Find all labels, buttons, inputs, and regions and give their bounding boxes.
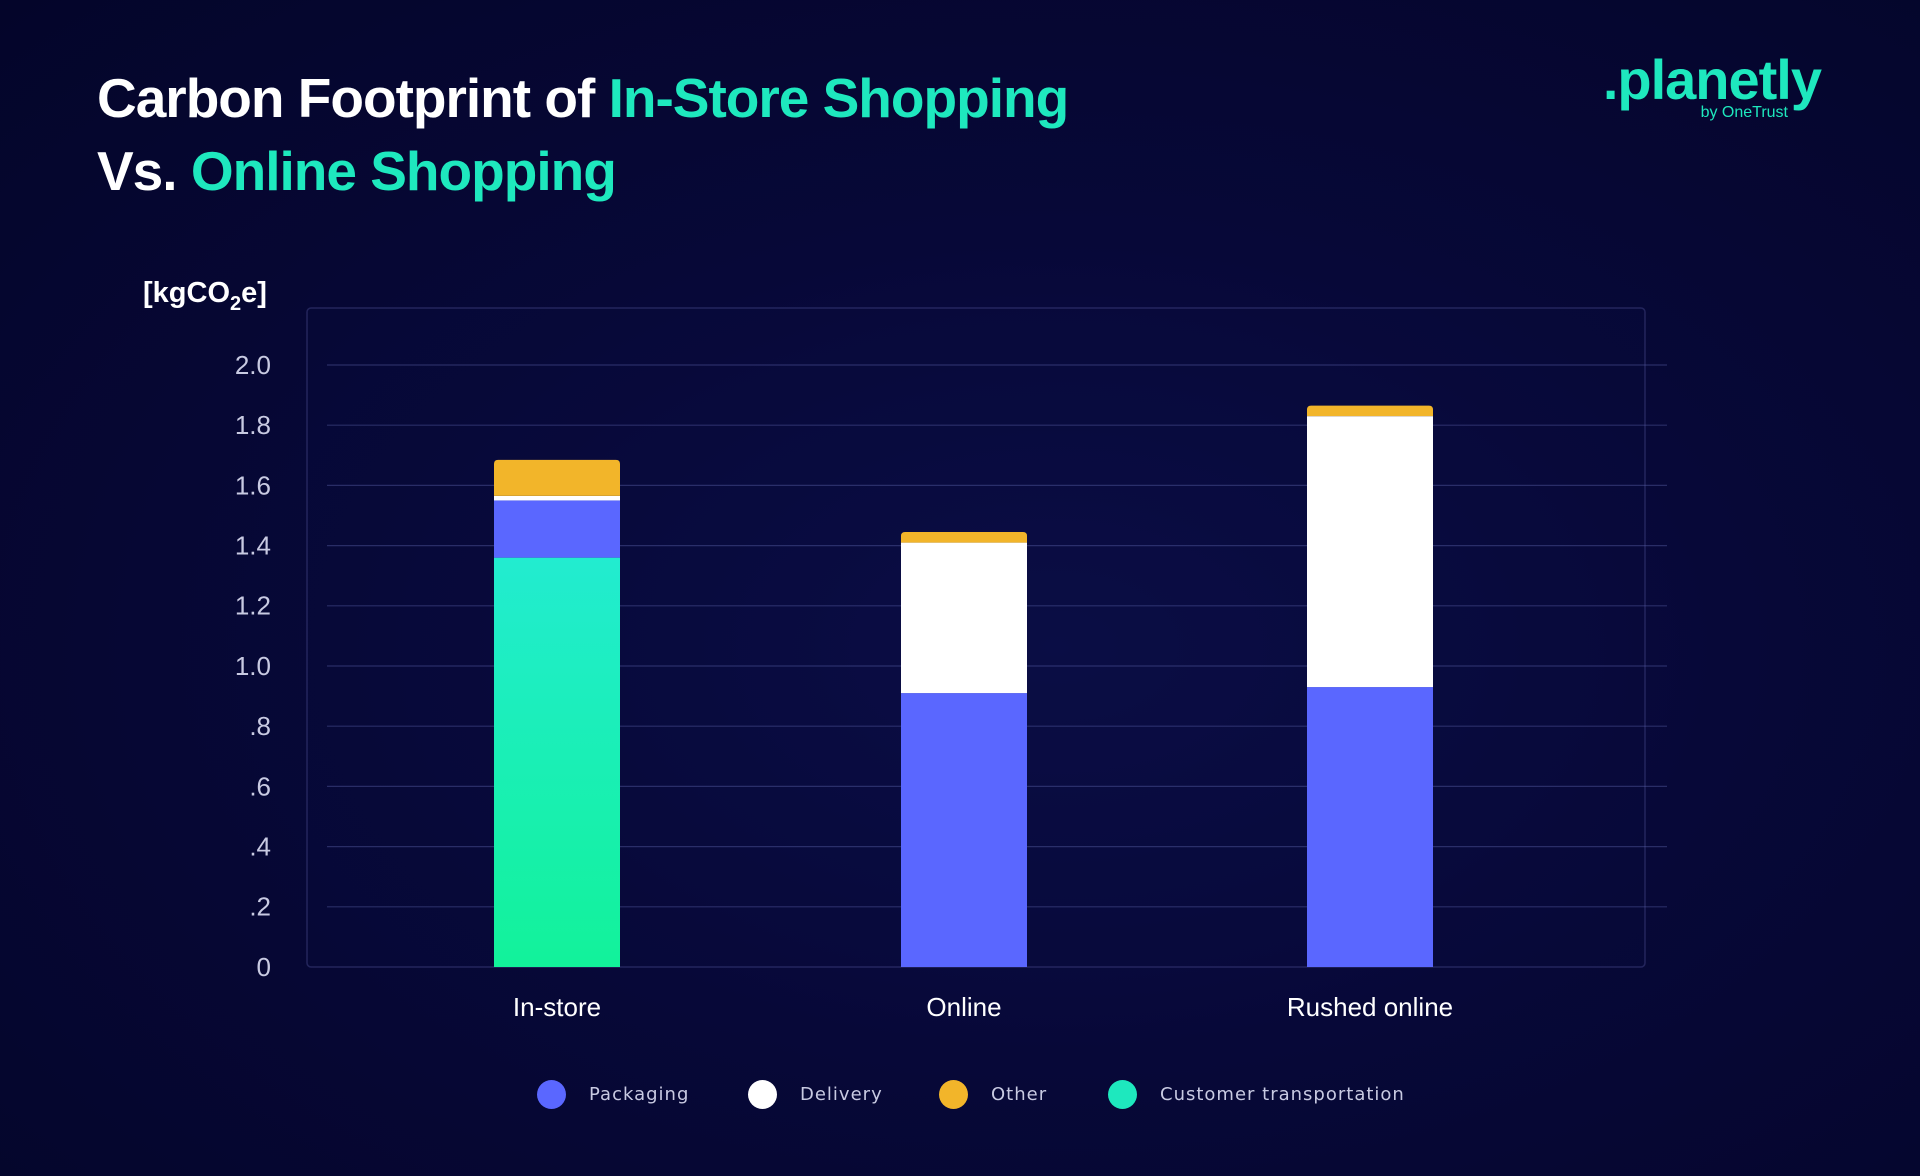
y-axis-label: [kgCO2e]: [143, 277, 267, 315]
title-accent-1: In-Store Shopping: [608, 67, 1070, 129]
legend-item-customer-transportation: Customer transportation: [1108, 1074, 1405, 1114]
bar-in-store-other: [494, 459, 620, 496]
title-text-1: Carbon Footprint of: [97, 67, 609, 129]
y-tick-label: 1.0: [235, 651, 271, 681]
x-tick-label: Rushed online: [1287, 992, 1453, 1022]
y-tick-label: 2.0: [235, 350, 271, 380]
bar-rushed-online-packaging: [1307, 687, 1433, 967]
title-accent-2: Online Shopping: [190, 140, 617, 202]
title-text-2: Vs.: [97, 140, 191, 202]
legend-item-packaging: Packaging: [537, 1074, 689, 1114]
legend-swatch: [939, 1079, 968, 1109]
bar-online-delivery: [901, 542, 1027, 694]
legend-label: Other: [991, 1083, 1048, 1105]
legend-label: Delivery: [800, 1083, 883, 1105]
legend-swatch: [537, 1079, 566, 1109]
title-line-1: Carbon Footprint of In-Store Shopping: [97, 62, 1070, 135]
title-line-2: Vs. Online Shopping: [97, 135, 1068, 208]
legend-item-other: Other: [939, 1074, 1047, 1114]
legend-item-delivery: Delivery: [748, 1074, 883, 1114]
legend-swatch: [1108, 1079, 1137, 1109]
x-tick-label: In-store: [513, 992, 601, 1022]
y-tick-label: 0: [257, 952, 271, 982]
y-tick-label: .6: [249, 771, 271, 801]
legend-label: Packaging: [589, 1083, 690, 1105]
legend-swatch: [748, 1079, 777, 1109]
bar-online-packaging: [901, 693, 1027, 967]
legend-label: Customer transportation: [1160, 1083, 1405, 1105]
y-tick-label: .8: [249, 711, 271, 741]
y-tick-label: 1.4: [235, 530, 271, 560]
chart-legend: Packaging Delivery Other Customer transport…: [0, 1074, 1920, 1114]
logo-subtitle: by OneTrust: [1700, 104, 1788, 121]
bar-in-store-customer-transportation: [494, 557, 620, 967]
logo-wordmark: .planetly: [1602, 48, 1822, 111]
y-tick-label: .2: [249, 892, 271, 922]
x-tick-label: Online: [926, 992, 1001, 1022]
y-tick-label: 1.8: [235, 410, 271, 440]
bar-in-store-packaging: [494, 500, 620, 558]
bar-rushed-online-other: [1307, 405, 1433, 417]
y-tick-label: 1.2: [235, 591, 271, 621]
y-tick-label: .4: [249, 831, 271, 861]
planetly-logo: .planetly by OneTrust: [1602, 48, 1822, 122]
bar-in-store-delivery: [494, 495, 620, 501]
y-tick-label: 1.6: [235, 470, 271, 500]
bar-online-other: [901, 532, 1027, 543]
bar-rushed-online-delivery: [1307, 416, 1433, 688]
chart-title: Carbon Footprint of In-Store Shopping Vs…: [97, 62, 1070, 208]
